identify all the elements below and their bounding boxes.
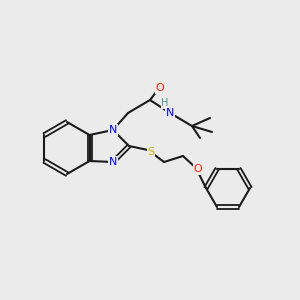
Text: N: N: [109, 157, 117, 167]
Text: O: O: [156, 83, 164, 93]
Text: S: S: [147, 147, 155, 157]
Text: H: H: [161, 98, 169, 108]
Text: N: N: [166, 108, 174, 118]
Text: N: N: [109, 125, 117, 135]
Text: O: O: [194, 164, 202, 174]
